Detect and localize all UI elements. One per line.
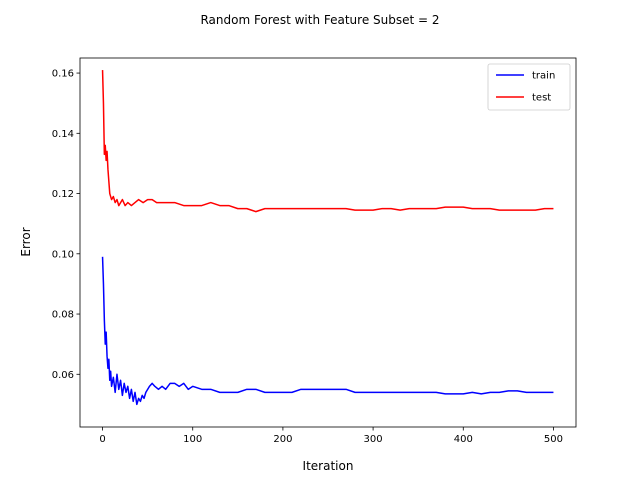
x-tick-label: 400	[454, 434, 473, 445]
x-tick-label: 0	[99, 434, 105, 445]
legend-label-train: train	[532, 71, 555, 82]
legend-label-test: test	[532, 93, 551, 104]
legend: train test	[487, 63, 571, 111]
y-axis-label: Error	[19, 227, 33, 256]
plot-frame	[79, 57, 577, 428]
y-axis: 0.06 0.08 0.10 0.12 0.14 0.16	[52, 69, 80, 381]
y-tick-label: 0.16	[52, 69, 74, 80]
plot-area	[79, 57, 577, 428]
series-line-train	[101, 256, 554, 406]
y-tick-label: 0.14	[52, 129, 74, 140]
x-axis-label: Iteration	[303, 459, 354, 473]
x-tick-label: 100	[183, 434, 202, 445]
x-tick-label: 300	[364, 434, 383, 445]
y-tick-label: 0.08	[52, 310, 74, 321]
chart-title: Random Forest with Feature Subset = 2	[200, 13, 439, 27]
legend-box	[487, 63, 571, 111]
series-line-test	[101, 70, 554, 213]
y-tick-label: 0.10	[52, 249, 74, 260]
x-axis: 0 100 200 300 400 500	[99, 427, 563, 445]
y-tick-label: 0.12	[52, 189, 74, 200]
x-tick-label: 500	[544, 434, 563, 445]
y-tick-label: 0.06	[52, 370, 74, 381]
x-tick-label: 200	[273, 434, 292, 445]
